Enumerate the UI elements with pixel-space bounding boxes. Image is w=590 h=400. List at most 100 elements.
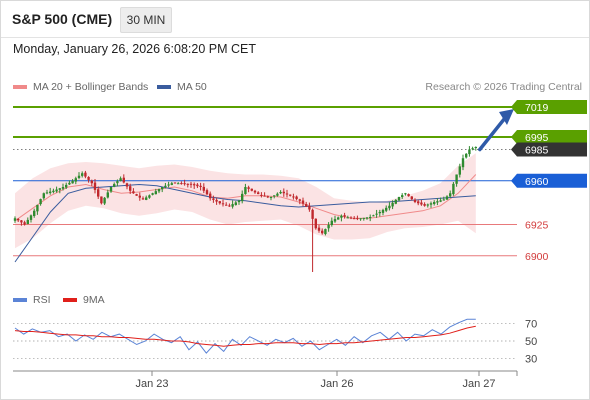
candle-body <box>20 220 23 223</box>
candle-body <box>161 187 164 190</box>
candle-body <box>276 193 279 196</box>
x-tick-label: Jan 26 <box>320 378 353 390</box>
candle-body <box>109 187 113 192</box>
candle-body <box>394 199 397 204</box>
candle-body <box>282 191 285 194</box>
candle-body <box>173 182 177 184</box>
candle-body <box>314 218 317 229</box>
candle-body <box>266 196 269 198</box>
candle-body <box>474 147 477 148</box>
candle-body <box>273 195 276 197</box>
candle-body <box>116 181 119 184</box>
candle-body <box>385 207 388 211</box>
resistance-tag-7019 <box>511 100 587 114</box>
candle-body <box>452 183 455 195</box>
candle-body <box>215 199 218 202</box>
candle-body <box>103 197 106 204</box>
candle-body <box>183 183 186 185</box>
candle-body <box>362 217 365 219</box>
candle-body <box>388 205 391 209</box>
candle-body <box>260 194 263 196</box>
candle-body <box>356 218 359 220</box>
candle-body <box>36 204 39 212</box>
candle-body <box>100 196 103 204</box>
candle-body <box>228 205 231 207</box>
candle-body <box>455 174 458 184</box>
candle-body <box>433 202 436 204</box>
candle-body <box>29 215 33 220</box>
candle-body <box>167 184 170 186</box>
candle-body <box>298 199 301 201</box>
rsi-tick-label: 70 <box>525 319 537 331</box>
candle-body <box>234 202 237 205</box>
candle-body <box>58 188 61 190</box>
candle-body <box>423 204 426 206</box>
rsi-ma-swatch <box>63 298 77 302</box>
candle-body <box>461 158 465 168</box>
candle-body <box>132 191 135 194</box>
candle-body <box>330 220 333 226</box>
candle-body <box>353 218 356 220</box>
candle-body <box>317 227 321 231</box>
candle-body <box>145 197 148 200</box>
candle-body <box>426 204 429 206</box>
rsi-ma-line <box>14 325 476 347</box>
candle-body <box>285 193 289 195</box>
candle-body <box>170 183 173 185</box>
candle-body <box>119 178 122 182</box>
candle-body <box>250 188 253 191</box>
candle-body <box>301 200 305 204</box>
support-label-6900: 6900 <box>525 251 549 263</box>
candle-body <box>113 184 116 187</box>
candle-body <box>125 183 129 187</box>
candle-body <box>340 215 343 218</box>
candle-body <box>196 184 199 187</box>
candle-body <box>337 217 340 220</box>
candle-body <box>439 200 442 202</box>
ma20-line <box>14 174 477 222</box>
candle-body <box>372 215 375 217</box>
candle-body <box>138 195 141 198</box>
candle-body <box>442 199 445 201</box>
candle-body <box>292 196 295 198</box>
candle-body <box>346 217 349 219</box>
candle-body <box>177 183 180 185</box>
candle-body <box>26 219 29 224</box>
candle-body <box>13 218 17 221</box>
candle-body <box>289 194 292 196</box>
timeframe-button[interactable]: 30 MIN <box>120 7 172 33</box>
candle-body <box>241 193 244 202</box>
candle-body <box>279 192 282 194</box>
legend-ma50: MA 50 <box>157 81 207 93</box>
candle-body <box>209 193 212 199</box>
candle-body <box>193 184 196 186</box>
candle-body <box>253 190 257 193</box>
candle-body <box>410 196 413 200</box>
candle-body <box>429 203 433 205</box>
candle-body <box>305 204 308 207</box>
candle-body <box>413 199 417 202</box>
candle-body <box>218 201 221 204</box>
candle-body <box>295 196 298 200</box>
resistance-tag-6995 <box>511 130 587 144</box>
candle-body <box>90 180 93 184</box>
candle-body <box>71 180 74 184</box>
candle-body <box>420 202 423 205</box>
pivot-label-6960: 6960 <box>525 176 549 188</box>
candle-body <box>129 186 132 191</box>
candle-body <box>269 197 273 198</box>
candle-body <box>401 195 404 198</box>
candle-body <box>106 192 109 198</box>
research-credit: Research © 2026 Trading Central <box>425 81 582 93</box>
candle-body <box>23 222 26 225</box>
legend-rsi-label: RSI <box>33 294 51 306</box>
candle-body <box>327 224 330 229</box>
candle-body <box>465 153 468 158</box>
rsi-swatch <box>13 298 27 302</box>
candle-body <box>247 187 250 189</box>
candle-body <box>365 217 369 219</box>
x-tick-label: Jan 23 <box>135 378 168 390</box>
candle-body <box>180 183 183 185</box>
